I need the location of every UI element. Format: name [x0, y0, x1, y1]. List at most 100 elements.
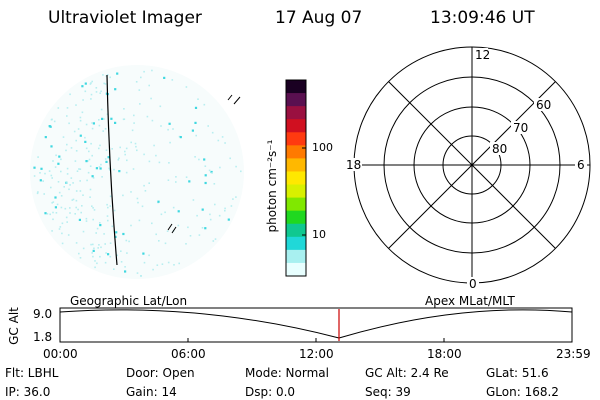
polar-grid: [353, 46, 591, 284]
uv-speckle: [106, 74, 109, 76]
status-gc-alt: GC Alt: 2.4 Re: [365, 366, 449, 380]
uv-speckle: [203, 158, 206, 161]
uv-speckle: [111, 148, 113, 150]
uv-speckle: [57, 181, 60, 183]
uv-speckle: [113, 268, 115, 270]
uv-speckle: [91, 127, 94, 130]
uv-speckle: [209, 213, 211, 216]
uv-speckle: [91, 80, 93, 83]
uv-speckle: [192, 199, 195, 201]
uv-speckle: [187, 226, 189, 229]
uv-speckle: [66, 173, 69, 175]
uv-speckle: [105, 160, 108, 163]
uv-speckle: [109, 195, 112, 198]
uv-speckle: [230, 205, 233, 207]
uv-speckle: [124, 153, 126, 156]
status-door: Door: Open: [126, 366, 195, 380]
uv-speckle: [50, 118, 53, 121]
uv-speckle: [185, 86, 188, 88]
altitude-frame: [59, 307, 573, 343]
uv-speckle: [124, 270, 127, 273]
uv-speckle: [97, 247, 99, 249]
uv-speckle: [177, 210, 180, 213]
colorbar-band: [286, 80, 306, 94]
uv-speckle: [119, 146, 121, 149]
uv-speckle: [61, 242, 64, 245]
uv-speckle: [90, 142, 92, 145]
uv-speckle: [78, 252, 80, 255]
uv-speckle: [44, 136, 47, 139]
uv-speckle: [82, 230, 85, 233]
uv-speckle: [167, 179, 170, 181]
uv-speckle: [68, 188, 70, 191]
uv-speckle: [109, 169, 111, 171]
uv-speckle: [122, 194, 124, 197]
uv-speckle: [60, 158, 62, 161]
uv-speckle: [88, 158, 91, 161]
status-glon: GLon: 168.2: [486, 385, 559, 399]
uv-speckle: [164, 211, 166, 214]
uv-speckle: [104, 158, 107, 160]
uv-speckle: [168, 162, 170, 164]
uv-speckle: [136, 149, 138, 152]
label-bg: [467, 277, 479, 289]
uv-speckle: [108, 167, 110, 170]
uv-speckle: [61, 222, 64, 225]
uv-speckle: [81, 111, 84, 114]
uv-speckle: [48, 125, 51, 128]
uv-speckle: [125, 239, 128, 242]
uv-speckle: [217, 139, 220, 142]
uv-speckle: [52, 160, 54, 162]
uv-speckle: [85, 220, 88, 222]
uv-speckle: [92, 122, 95, 125]
uv-speckle: [100, 90, 102, 93]
mlt-label-0: 0: [469, 277, 477, 291]
uv-speckle: [49, 213, 51, 216]
uv-speckle: [210, 170, 213, 174]
uv-speckle: [185, 176, 188, 178]
uv-speckle: [59, 226, 62, 228]
uv-speckle: [95, 232, 97, 234]
uv-speckle: [63, 186, 65, 188]
colorbar-band: [286, 197, 306, 212]
uv-speckle: [221, 136, 224, 138]
uv-speckle: [58, 228, 61, 230]
uv-speckle: [142, 252, 145, 255]
uv-speckle: [160, 213, 163, 216]
uv-speckle: [188, 180, 191, 183]
uv-speckle: [93, 247, 95, 250]
uv-speckle: [92, 218, 94, 221]
uv-speckle: [55, 154, 57, 157]
uv-speckle: [143, 261, 146, 264]
uv-speckle: [94, 260, 96, 262]
uv-intensity-speckles: [33, 69, 242, 277]
uv-speckle: [132, 168, 135, 170]
uv-speckle: [224, 209, 226, 212]
uv-speckle: [109, 76, 111, 79]
uv-speckle: [167, 261, 170, 264]
uv-speckle: [42, 180, 44, 182]
uv-speckle: [64, 207, 67, 210]
altitude-xtick-label: 18:00: [427, 347, 462, 361]
uv-speckle: [178, 262, 180, 265]
uv-speckle: [98, 166, 101, 168]
uv-speckle: [69, 212, 71, 214]
uv-speckle: [66, 182, 68, 184]
uv-speckle: [102, 74, 104, 76]
terminator-line: [106, 74, 118, 266]
uv-speckle: [99, 92, 101, 94]
uv-speckle: [164, 242, 167, 245]
colorbar-band: [286, 210, 306, 225]
uv-speckle: [99, 222, 101, 224]
uv-speckle: [84, 140, 87, 143]
uv-speckle: [113, 168, 115, 171]
instrument-title: Ultraviolet Imager: [48, 8, 202, 28]
uv-speckle: [104, 83, 107, 85]
uv-speckle: [95, 91, 98, 93]
uv-speckle: [198, 158, 200, 161]
uv-speckle: [126, 159, 128, 162]
uv-speckle: [124, 266, 126, 268]
uv-speckle: [240, 170, 242, 173]
uv-speckle: [85, 123, 88, 126]
